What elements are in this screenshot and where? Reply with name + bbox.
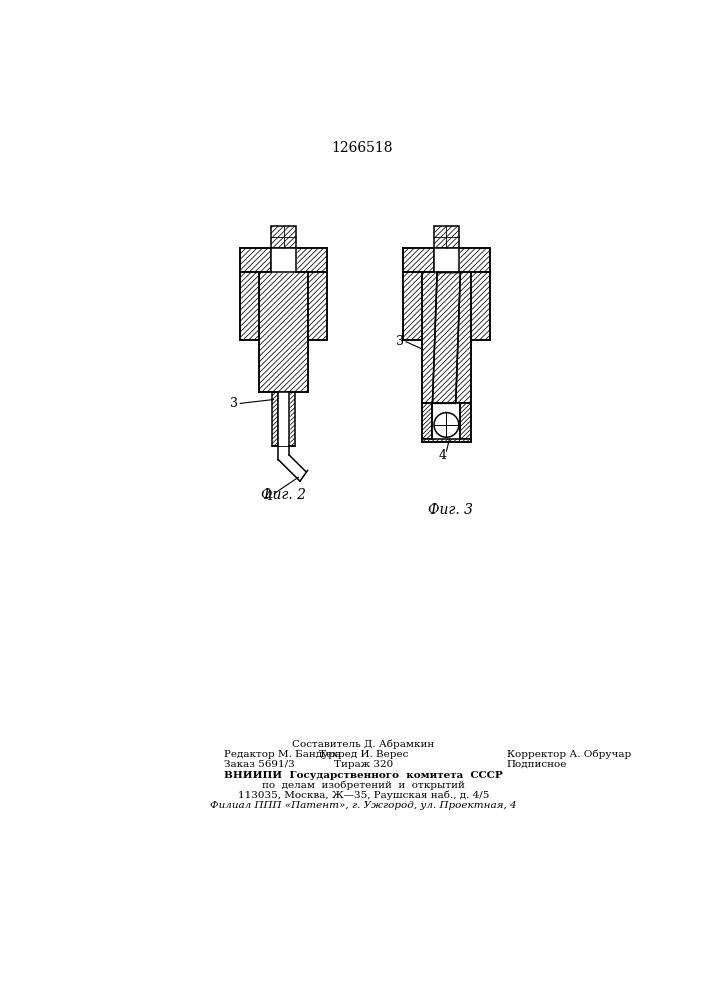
Text: Составитель Д. Абрамкин: Составитель Д. Абрамкин xyxy=(293,739,435,749)
Polygon shape xyxy=(308,272,327,340)
Polygon shape xyxy=(403,272,421,340)
Text: Техред И. Верес: Техред И. Верес xyxy=(319,750,408,759)
Text: Корректор А. Обручар: Корректор А. Обручар xyxy=(507,750,631,759)
Text: Филиал ППП «Патент», г. Ужгород, ул. Проектная, 4: Филиал ППП «Патент», г. Ужгород, ул. Про… xyxy=(210,801,517,810)
Text: 4: 4 xyxy=(264,490,272,503)
Polygon shape xyxy=(240,272,259,340)
Polygon shape xyxy=(460,403,472,439)
Text: 113035, Москва, Ж—35, Раушская наб., д. 4/5: 113035, Москва, Ж—35, Раушская наб., д. … xyxy=(238,791,489,800)
Polygon shape xyxy=(421,439,472,442)
Text: Фиг. 3: Фиг. 3 xyxy=(428,503,473,517)
Text: по  делам  изобретений  и  открытий: по делам изобретений и открытий xyxy=(262,781,465,790)
Polygon shape xyxy=(272,392,279,446)
Polygon shape xyxy=(433,272,460,403)
Text: 3: 3 xyxy=(230,397,238,410)
Polygon shape xyxy=(403,248,434,272)
Polygon shape xyxy=(296,248,327,272)
Circle shape xyxy=(434,413,459,437)
Text: 1266518: 1266518 xyxy=(331,141,392,155)
Polygon shape xyxy=(459,248,490,272)
Polygon shape xyxy=(240,248,271,272)
Polygon shape xyxy=(271,226,296,248)
Polygon shape xyxy=(421,272,472,403)
Text: Редактор М. Бандура: Редактор М. Бандура xyxy=(224,750,341,759)
Polygon shape xyxy=(472,272,490,340)
Polygon shape xyxy=(433,272,460,403)
Text: Подписное: Подписное xyxy=(507,760,567,769)
Polygon shape xyxy=(421,403,433,439)
Text: Фиг. 2: Фиг. 2 xyxy=(261,488,306,502)
Text: 4: 4 xyxy=(438,449,447,462)
Text: Тираж 320: Тираж 320 xyxy=(334,760,393,769)
Polygon shape xyxy=(289,392,296,446)
Text: 3: 3 xyxy=(396,335,404,348)
Polygon shape xyxy=(434,226,459,248)
Polygon shape xyxy=(259,272,308,392)
Text: Заказ 5691/3: Заказ 5691/3 xyxy=(224,760,295,769)
Text: ВНИИПИ  Государственного  комитета  СССР: ВНИИПИ Государственного комитета СССР xyxy=(224,771,503,780)
